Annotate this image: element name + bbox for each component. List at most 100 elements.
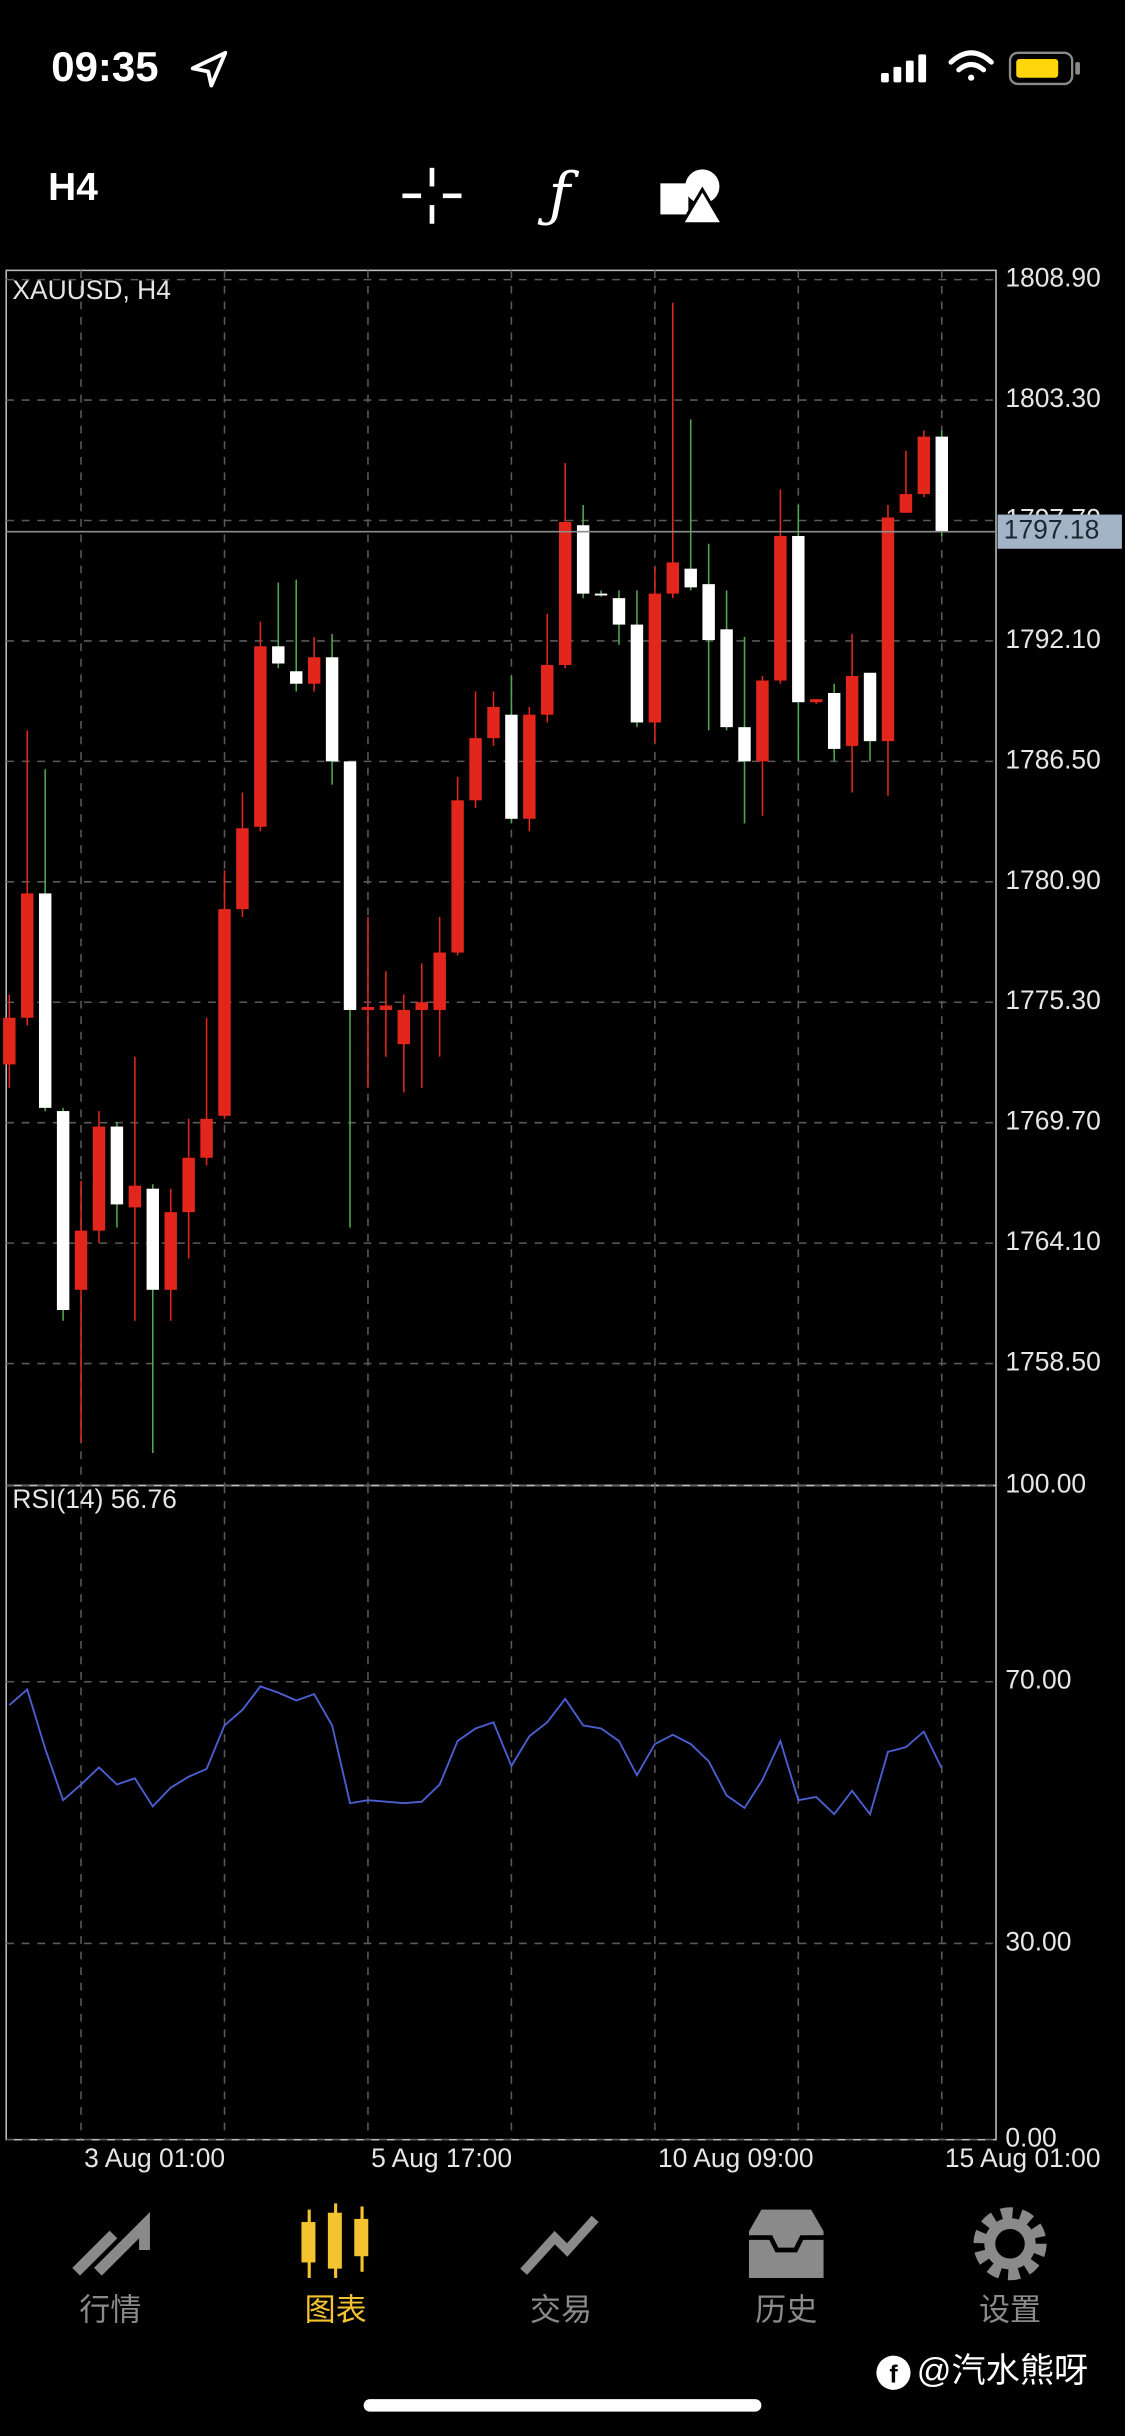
candle-body <box>451 800 464 953</box>
candle-body <box>684 568 697 588</box>
tab-icon <box>334 2203 338 2278</box>
crosshair-button[interactable] <box>402 167 462 224</box>
candle-body <box>415 1002 428 1010</box>
candle-body <box>594 593 608 596</box>
candle-body <box>576 525 590 594</box>
signal-icon <box>881 54 927 83</box>
y-tick-label: 1775.30 <box>1005 985 1100 1015</box>
candle-body <box>899 494 913 513</box>
tab-icon <box>360 2206 364 2272</box>
candle-body <box>523 714 536 819</box>
current-price-label: 1797.18 <box>1004 515 1099 545</box>
chart-title: XAUUSD, H4 <box>12 275 170 305</box>
home-indicator <box>363 2399 762 2412</box>
y-tick-label: 1758.50 <box>1005 1347 1100 1377</box>
candle-body <box>182 1157 195 1213</box>
rsi-panel <box>5 1484 997 2141</box>
tab-icon <box>984 2218 1036 2270</box>
candle-body <box>774 535 787 681</box>
watermark: f @汽水熊呀 <box>876 2352 1088 2390</box>
y-tick-label: 1764.10 <box>1005 1226 1100 1256</box>
candle-body <box>648 593 662 723</box>
rsi-title: RSI(14) 56.76 <box>12 1484 176 1514</box>
candle-body <box>630 624 644 723</box>
tab-bar: 行情 图表 交易 历史 设置 <box>72 2203 1047 2328</box>
x-tick-label: 10 Aug 09:00 <box>658 2143 814 2173</box>
objects-button[interactable] <box>660 169 726 226</box>
tab-label: 历史 <box>755 2292 817 2327</box>
candle-body <box>738 727 751 762</box>
candle-body <box>935 436 948 532</box>
candle-body <box>361 1006 375 1010</box>
candle-body <box>881 517 895 742</box>
tab-icon <box>748 2209 824 2278</box>
candle-body <box>164 1212 177 1290</box>
tab-item[interactable]: 行情 <box>72 2212 150 2327</box>
candle-body <box>845 675 859 746</box>
candle-body <box>38 893 52 1108</box>
wifi-icon <box>948 50 994 81</box>
candle-body <box>325 657 339 762</box>
x-tick-label: 15 Aug 01:00 <box>945 2143 1101 2173</box>
candle-body <box>307 657 321 684</box>
candle-body <box>702 584 715 641</box>
rsi-line <box>8 1685 943 1817</box>
candle-body <box>433 952 446 1010</box>
candle-body <box>827 692 841 749</box>
y-tick-label: 100.00 <box>1005 1468 1086 1498</box>
tab-label: 设置 <box>979 2292 1041 2327</box>
y-tick-label: 0.00 <box>1005 2123 1056 2153</box>
svg-text:f: f <box>889 2360 898 2388</box>
y-tick-label: 1803.30 <box>1005 383 1100 413</box>
x-tick-label: 5 Aug 17:00 <box>371 2143 512 2173</box>
y-tick-label: 1786.50 <box>1005 744 1100 774</box>
candle-body <box>720 629 733 728</box>
tab-label: 交易 <box>530 2292 592 2327</box>
tab-item[interactable]: 图表 <box>301 2203 369 2327</box>
tab-icon <box>307 2209 311 2278</box>
candle-body <box>56 1111 70 1311</box>
tab-label: 行情 <box>79 2292 141 2327</box>
candle-body <box>74 1230 88 1290</box>
chart-layer: 3 Aug 01:00 5 Aug 17:00 10 Aug 09:00 15 Aug… <box>3 263 1122 2173</box>
candle-body <box>541 665 554 715</box>
y-tick-label: 1792.10 <box>1005 624 1100 654</box>
tab-item[interactable]: 历史 <box>748 2209 824 2328</box>
candle-body <box>792 535 805 703</box>
candle-body <box>218 909 231 1116</box>
candle-body <box>558 522 572 666</box>
x-tick-label: 3 Aug 01:00 <box>84 2143 225 2173</box>
candle-body <box>810 699 823 703</box>
candle-body <box>863 672 877 742</box>
candle-body <box>128 1185 142 1208</box>
watermark-text: @汽水熊呀 <box>917 2352 1088 2390</box>
candle-body <box>3 1017 16 1065</box>
y-tick-label: 1780.90 <box>1005 865 1100 895</box>
battery-icon <box>1008 51 1080 86</box>
candle-body <box>666 562 680 594</box>
candle-body <box>290 671 303 684</box>
tab-icon <box>748 2235 824 2253</box>
candle-body <box>200 1118 213 1158</box>
candle-body <box>397 1009 411 1045</box>
candle-body <box>487 706 500 739</box>
y-tick-label: 1808.90 <box>1005 263 1100 293</box>
candle-body <box>110 1126 124 1205</box>
candle-body <box>92 1126 106 1231</box>
current-price-box <box>997 514 1122 549</box>
candle-body <box>236 828 249 910</box>
candle-body <box>21 893 34 1018</box>
candle-body <box>272 646 285 664</box>
candle-body <box>254 646 267 827</box>
tab-item[interactable]: 交易 <box>520 2215 599 2327</box>
tab-item[interactable]: 设置 <box>973 2207 1047 2327</box>
y-tick-label: 70.00 <box>1005 1665 1071 1695</box>
candle-body <box>469 738 482 801</box>
candle-body <box>612 598 626 625</box>
timeframe-button[interactable]: H4 <box>48 166 98 209</box>
candle-body <box>343 761 357 1010</box>
y-tick-label: 30.00 <box>1005 1926 1071 1956</box>
